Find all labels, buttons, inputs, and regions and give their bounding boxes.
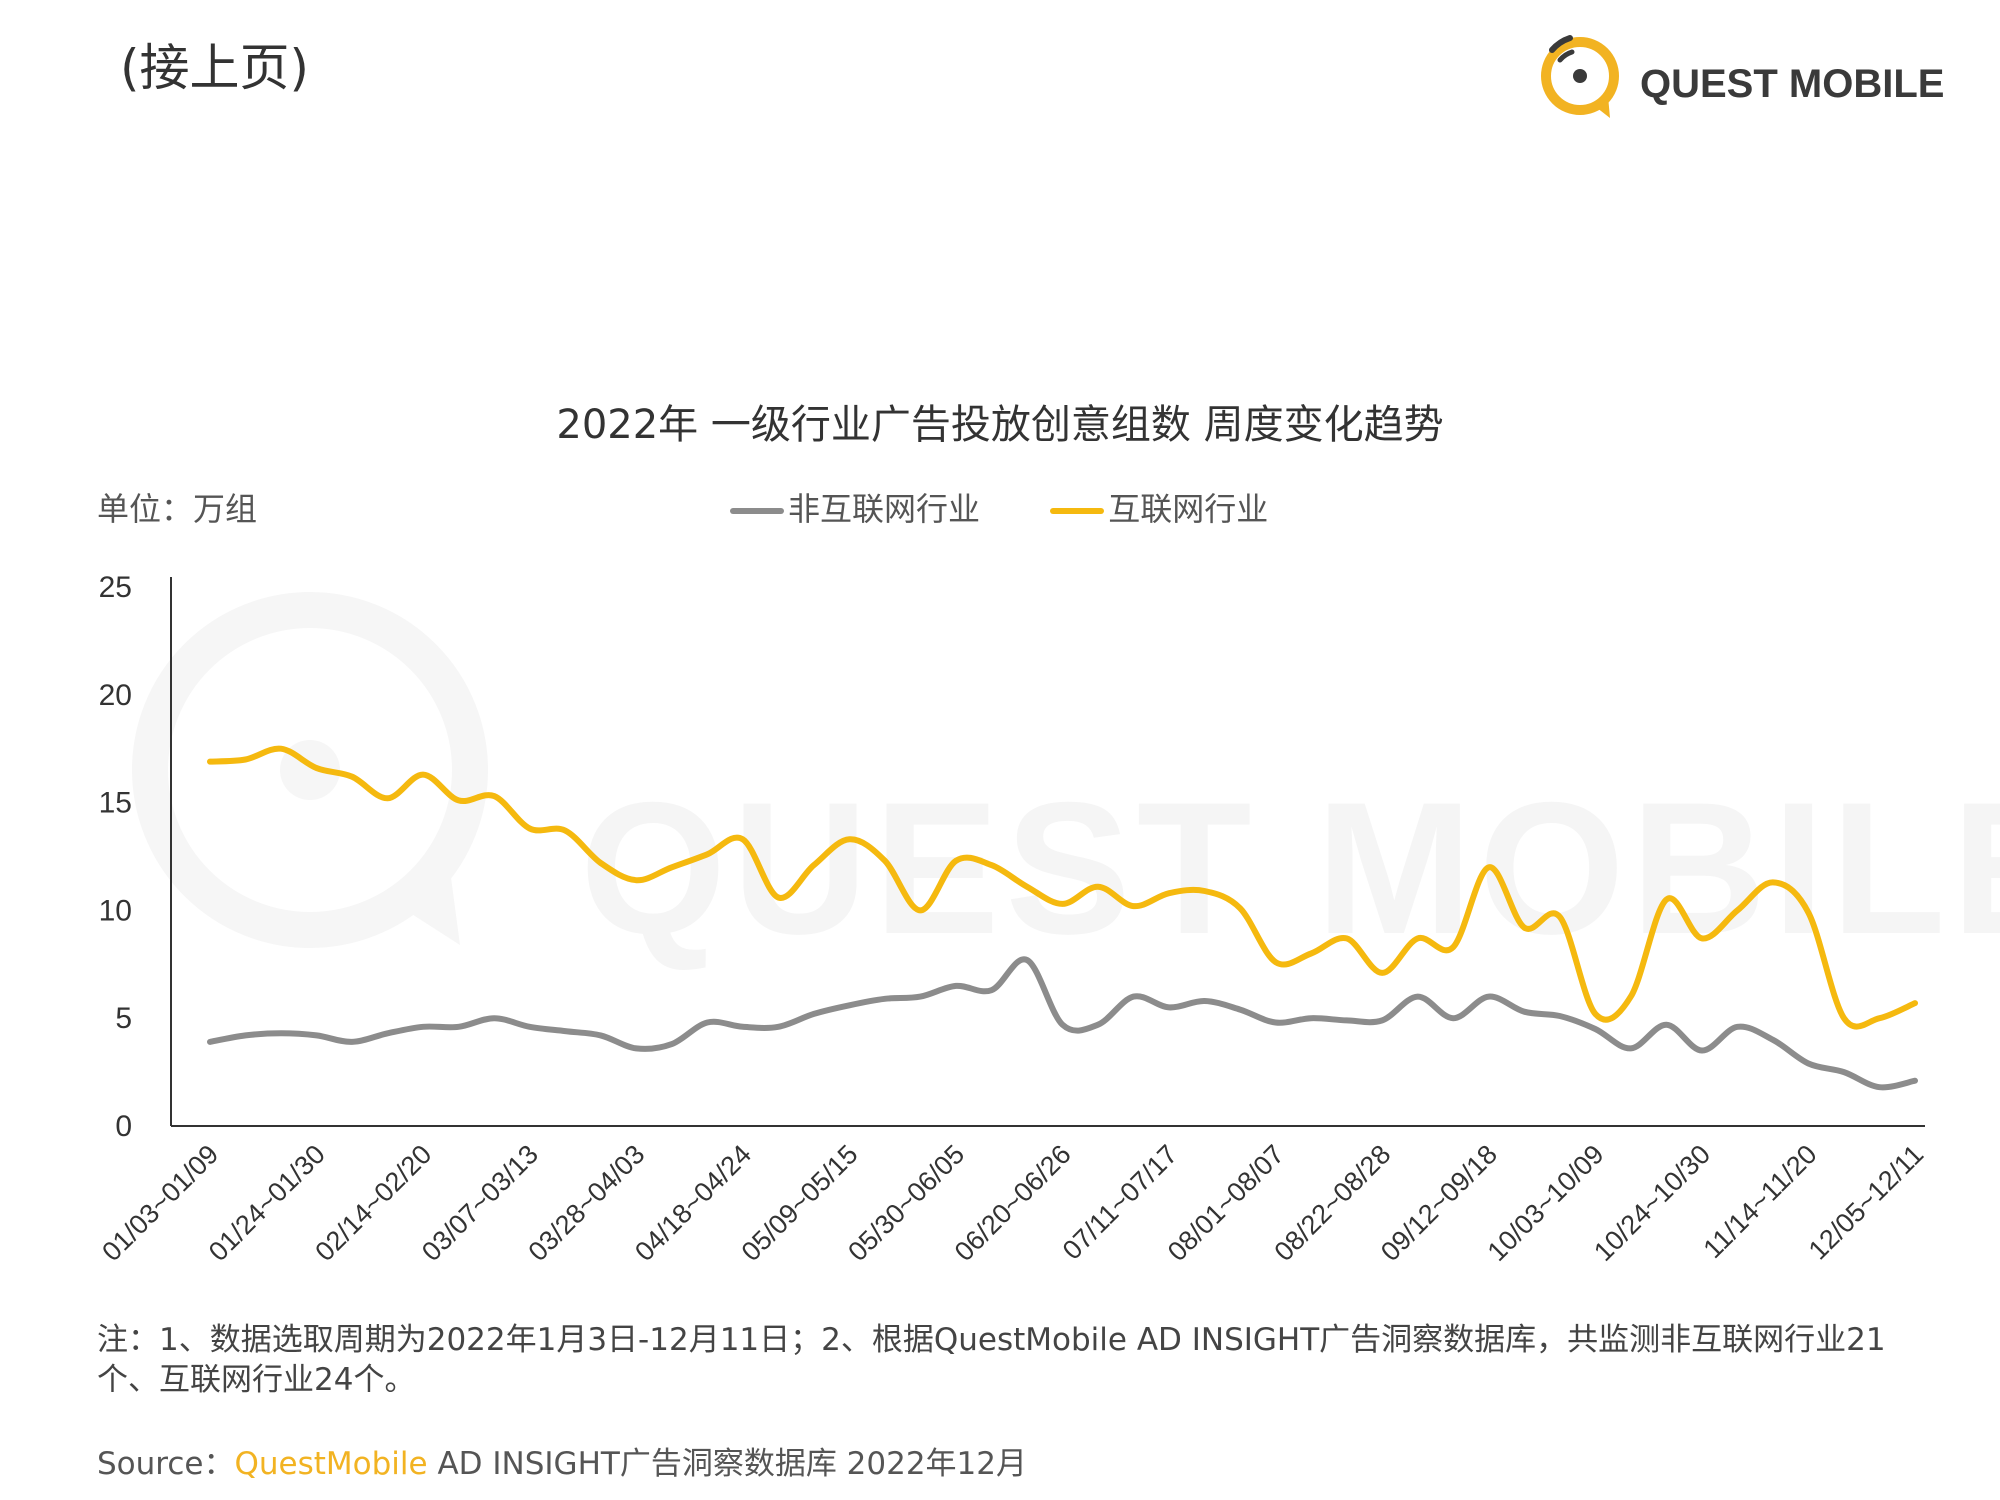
legend-label-internet: 互联网行业 [1108, 490, 1269, 528]
legend-swatch-internet [1050, 508, 1105, 514]
source-rest: AD INSIGHT广告洞察数据库 2022年12月 [427, 1446, 1028, 1482]
chart-legend: 非互联网行业 互联网行业 [730, 484, 1328, 530]
line-chart: 051015202501/03~01/0901/24~01/3002/14~02… [96, 571, 1930, 1267]
legend-label-non-internet: 非互联网行业 [788, 490, 981, 528]
logo-icon [1541, 35, 1619, 118]
y-tick-label: 25 [99, 571, 132, 604]
source-line: Source：QuestMobile AD INSIGHT广告洞察数据库 202… [97, 1438, 1027, 1483]
source-label: Source： [97, 1446, 235, 1482]
y-tick-label: 0 [115, 1110, 132, 1143]
chart-title: 2022年 一级行业广告投放创意组数 周度变化趋势 [556, 402, 1444, 448]
series-line-non-internet [207, 956, 1918, 1091]
logo-text: QUEST MOBILE [1640, 62, 1945, 106]
y-tick-label: 20 [99, 679, 132, 712]
series-line-internet [207, 745, 1918, 1030]
y-tick-label: 5 [115, 1002, 132, 1035]
legend-item-non-internet: 非互联网行业 [730, 484, 980, 530]
source-brand: QuestMobile [234, 1446, 428, 1482]
y-tick-label: 15 [99, 787, 132, 820]
x-tick-label: 12/05~12/11 [1803, 1139, 1930, 1266]
legend-swatch-non-internet [730, 508, 784, 514]
unit-label: 单位：万组 [97, 490, 258, 528]
continued-label: (接上页) [120, 39, 310, 97]
y-tick-label: 10 [99, 894, 132, 927]
footnote: 注：1、数据选取周期为2022年1月3日-12月11日；2、根据QuestMob… [97, 1322, 1886, 1398]
legend-item-internet: 互联网行业 [1050, 484, 1268, 530]
quest-mobile-logo: QUEST MOBILE [1530, 26, 1950, 126]
